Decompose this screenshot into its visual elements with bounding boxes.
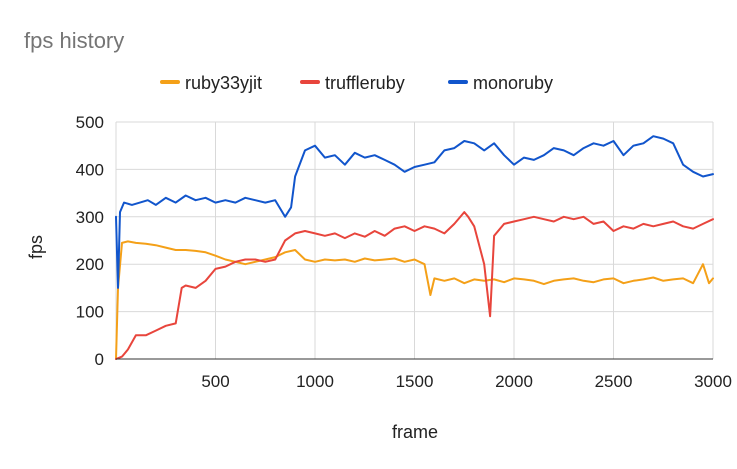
y-tick-label: 500: [76, 113, 104, 132]
y-tick-label: 100: [76, 303, 104, 322]
x-tick-label: 2500: [595, 372, 633, 391]
x-axis-label: frame: [392, 422, 438, 442]
y-tick-label: 300: [76, 208, 104, 227]
gridlines: [115, 121, 714, 359]
x-axis-ticks: 500 1000 1500 2000 2500 3000: [201, 372, 732, 391]
x-tick-label: 1000: [296, 372, 334, 391]
series-line-ruby33yjit: [115, 240, 714, 360]
legend-label-monoruby: monoruby: [473, 73, 553, 93]
y-axis-label: fps: [26, 235, 46, 259]
legend-label-truffleruby: truffleruby: [325, 73, 405, 93]
y-tick-label: 0: [95, 350, 104, 369]
legend-item-truffleruby: truffleruby: [300, 73, 405, 93]
legend-item-ruby33yjit: ruby33yjit: [160, 73, 262, 93]
series-lines: [115, 135, 714, 360]
y-tick-label: 400: [76, 160, 104, 179]
x-tick-label: 2000: [495, 372, 533, 391]
y-axis-ticks: 0 100 200 300 400 500: [76, 113, 104, 369]
x-tick-label: 1500: [396, 372, 434, 391]
legend-label-ruby33yjit: ruby33yjit: [185, 73, 262, 93]
legend-item-monoruby: monoruby: [448, 73, 553, 93]
y-tick-label: 200: [76, 255, 104, 274]
x-tick-label: 500: [201, 372, 229, 391]
chart-legend: ruby33yjit truffleruby monoruby: [160, 73, 553, 93]
series-line-truffleruby: [115, 211, 714, 360]
chart-title: fps history: [24, 28, 124, 53]
x-tick-label: 3000: [694, 372, 732, 391]
series-line-monoruby: [115, 135, 714, 289]
